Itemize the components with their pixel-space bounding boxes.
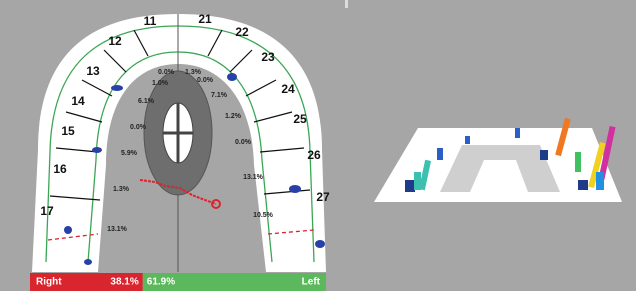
contact-percent: 0.0% <box>197 77 214 84</box>
contact-percent: 13.1% <box>243 174 264 181</box>
contact-percent: 0.0% <box>130 124 147 131</box>
handle <box>345 0 348 8</box>
bar-3d <box>540 150 548 160</box>
tooth-number: 12 <box>108 34 122 48</box>
contact <box>289 185 301 193</box>
contact <box>227 73 237 81</box>
tooth-number: 24 <box>281 82 295 96</box>
contact-percent: 7.1% <box>211 92 228 99</box>
balance-left-value: 61.9% <box>147 277 175 288</box>
tooth-number: 13 <box>86 64 100 78</box>
screen: 11 12 13 14 15 16 17 21 22 23 24 25 26 27 0.0% 1.0% 6.1%… <box>0 0 636 291</box>
bar-3d <box>575 152 581 172</box>
bar-3d <box>578 180 588 190</box>
contact <box>84 259 92 265</box>
tooth-number: 25 <box>293 112 307 126</box>
tooth-number: 16 <box>53 162 67 176</box>
tooth-number: 11 <box>144 14 157 28</box>
contact-percent: 1.3% <box>113 186 130 193</box>
contact <box>92 147 102 153</box>
contact-percent: 1.0% <box>152 80 169 87</box>
balance-right-value: 38.1% <box>110 277 138 288</box>
contact-percent: 13.1% <box>107 226 128 233</box>
balance-right-label: Right <box>36 277 62 288</box>
balance-bar: Right 38.1% 61.9% Left <box>30 273 326 291</box>
arch-view <box>32 14 326 272</box>
contact-percent: 5.9% <box>121 150 138 157</box>
tooth-number: 15 <box>61 124 75 138</box>
bar-3d <box>437 148 443 160</box>
bar-3d <box>465 136 470 144</box>
contact <box>315 240 325 248</box>
balance-left-label: Left <box>302 277 321 288</box>
tooth-number: 21 <box>198 12 212 26</box>
tooth-number: 23 <box>261 50 275 64</box>
contact-percent: 10.5% <box>253 212 274 219</box>
bar-3d <box>596 172 604 190</box>
tooth-number: 14 <box>71 94 85 108</box>
contact-percent: 0.0% <box>158 69 175 76</box>
contact-percent: 1.3% <box>185 69 202 76</box>
contact <box>64 226 72 234</box>
bar-3d <box>414 172 421 190</box>
tooth-number: 17 <box>40 204 54 218</box>
contact-percent: 6.1% <box>138 98 155 105</box>
contact-percent: 1.2% <box>225 113 242 120</box>
contact-percent: 0.0% <box>235 139 252 146</box>
tooth-number: 27 <box>316 190 330 204</box>
tooth-number: 22 <box>235 25 249 39</box>
bar-3d <box>405 180 415 192</box>
bar-3d <box>515 128 520 138</box>
tooth-number: 26 <box>307 148 321 162</box>
contact <box>111 85 123 91</box>
